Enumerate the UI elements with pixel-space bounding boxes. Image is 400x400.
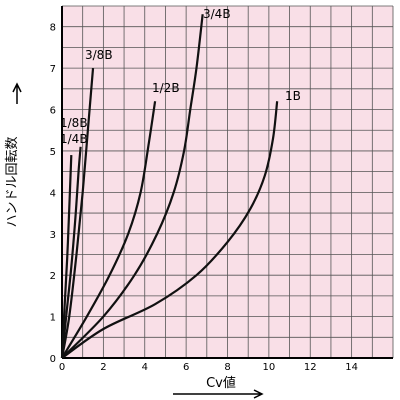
y-tick-label: 6: [50, 106, 56, 117]
y-axis-arrow: [12, 82, 22, 104]
x-axis-title: Cv値: [206, 375, 236, 391]
y-axis-title: ハンドル回転数: [5, 136, 20, 227]
x-tick-label: 4: [142, 362, 148, 373]
y-tick-label: 4: [50, 188, 56, 199]
series-label: 3/4B: [203, 7, 231, 21]
series-line: [61, 14, 204, 359]
y-tick-label: 1: [50, 313, 56, 324]
series-label: 1/2B: [152, 81, 180, 95]
x-tick-label: 14: [345, 362, 358, 373]
y-tick-label: 7: [50, 64, 56, 75]
x-tick-label: 0: [59, 362, 65, 373]
x-tick-label: 2: [100, 362, 106, 373]
x-tick-label: 8: [224, 362, 230, 373]
x-tick-label: 6: [183, 362, 189, 373]
series-label: 1B: [285, 89, 301, 103]
series-line: [61, 101, 157, 359]
series-line: [60, 68, 95, 359]
series-line: [61, 101, 279, 359]
y-tick-label: 5: [50, 147, 56, 158]
y-tick-label: 0: [50, 354, 56, 365]
series-line: [60, 146, 82, 359]
x-tick-label: 10: [263, 362, 276, 373]
x-axis-arrow: [173, 389, 264, 399]
series-line: [60, 155, 73, 359]
y-tick-label: 3: [50, 230, 56, 241]
series-label: 1/8B: [60, 116, 88, 130]
y-tick-label: 2: [50, 271, 56, 282]
series-label: 1/4B: [60, 132, 88, 146]
x-tick-label: 12: [304, 362, 317, 373]
series-label: 3/8B: [85, 48, 113, 62]
y-tick-label: 8: [50, 23, 56, 34]
